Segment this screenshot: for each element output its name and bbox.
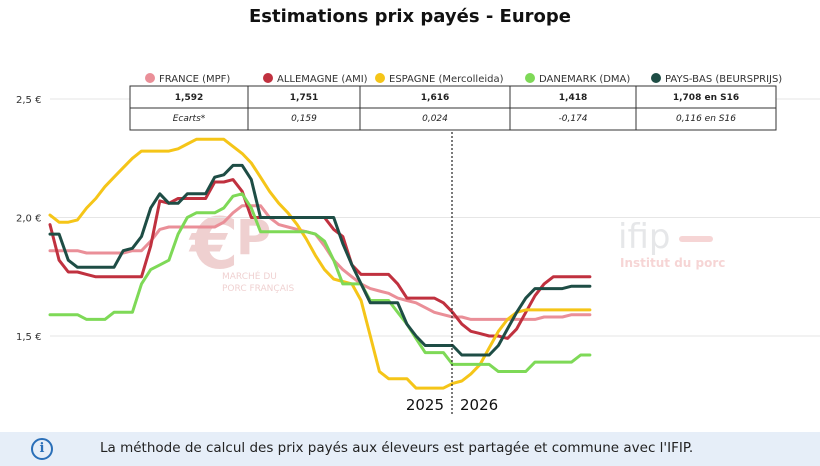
legend-marker xyxy=(651,73,661,83)
legend-marker xyxy=(145,73,155,83)
series-line-1 xyxy=(48,178,592,340)
y-tick-label: 2,5 € xyxy=(16,95,41,106)
legend-label: DANEMARK (DMA) xyxy=(539,74,630,85)
series-line-4 xyxy=(48,163,592,357)
table-cell: Ecarts* xyxy=(173,114,206,124)
svg-text:PORC FRANÇAIS: PORC FRANÇAIS xyxy=(222,284,295,294)
table-cell: -0,174 xyxy=(558,114,587,124)
table-cell: 0,159 xyxy=(291,114,317,124)
series-line-2 xyxy=(48,137,592,390)
year-label-2025: 2025 xyxy=(406,396,444,414)
year-label-2026: 2026 xyxy=(460,396,498,414)
table-cell: 1,418 xyxy=(559,93,587,103)
legend-marker xyxy=(375,73,385,83)
legend-label: ESPAGNE (Mercolleida) xyxy=(389,74,504,85)
svg-text:Institut du porc: Institut du porc xyxy=(620,256,725,270)
y-tick-label: 1,5 € xyxy=(16,332,41,343)
series-line-0 xyxy=(48,204,592,321)
legend-label: PAYS-BAS (BEURSPRIJS) xyxy=(665,74,782,85)
table-cell: 1,592 xyxy=(175,93,203,103)
table-cell: 1,751 xyxy=(290,93,318,103)
y-tick-label: 2,0 € xyxy=(16,214,41,225)
table-cell: 1,708 en S16 xyxy=(673,93,739,103)
table-cell: 0,024 xyxy=(422,114,448,124)
legend-marker xyxy=(525,73,535,83)
marche-du-porc-watermark: € P MARCHÉ DU PORC FRANÇAIS xyxy=(188,203,295,294)
svg-text:P: P xyxy=(236,210,271,266)
footer-text: La méthode de calcul des prix payés aux … xyxy=(100,440,694,456)
legend-label: FRANCE (MPF) xyxy=(159,74,230,85)
info-footer: i La méthode de calcul des prix payés au… xyxy=(0,432,820,466)
info-icon: i xyxy=(31,438,53,460)
series-line-3 xyxy=(48,192,592,373)
table-cell: 0,116 en S16 xyxy=(676,114,736,124)
legend-label: ALLEMAGNE (AMI) xyxy=(277,74,368,85)
chart-title: Estimations prix payés - Europe xyxy=(248,6,571,27)
line-chart: € P MARCHÉ DU PORC FRANÇAIS ifip Institu… xyxy=(16,73,820,414)
svg-text:ifip: ifip xyxy=(618,217,670,257)
legend-marker xyxy=(263,73,273,83)
svg-text:MARCHÉ DU: MARCHÉ DU xyxy=(222,270,277,282)
table-cell: 1,616 xyxy=(421,93,449,103)
ifip-watermark: ifip Institut du porc xyxy=(618,217,725,270)
